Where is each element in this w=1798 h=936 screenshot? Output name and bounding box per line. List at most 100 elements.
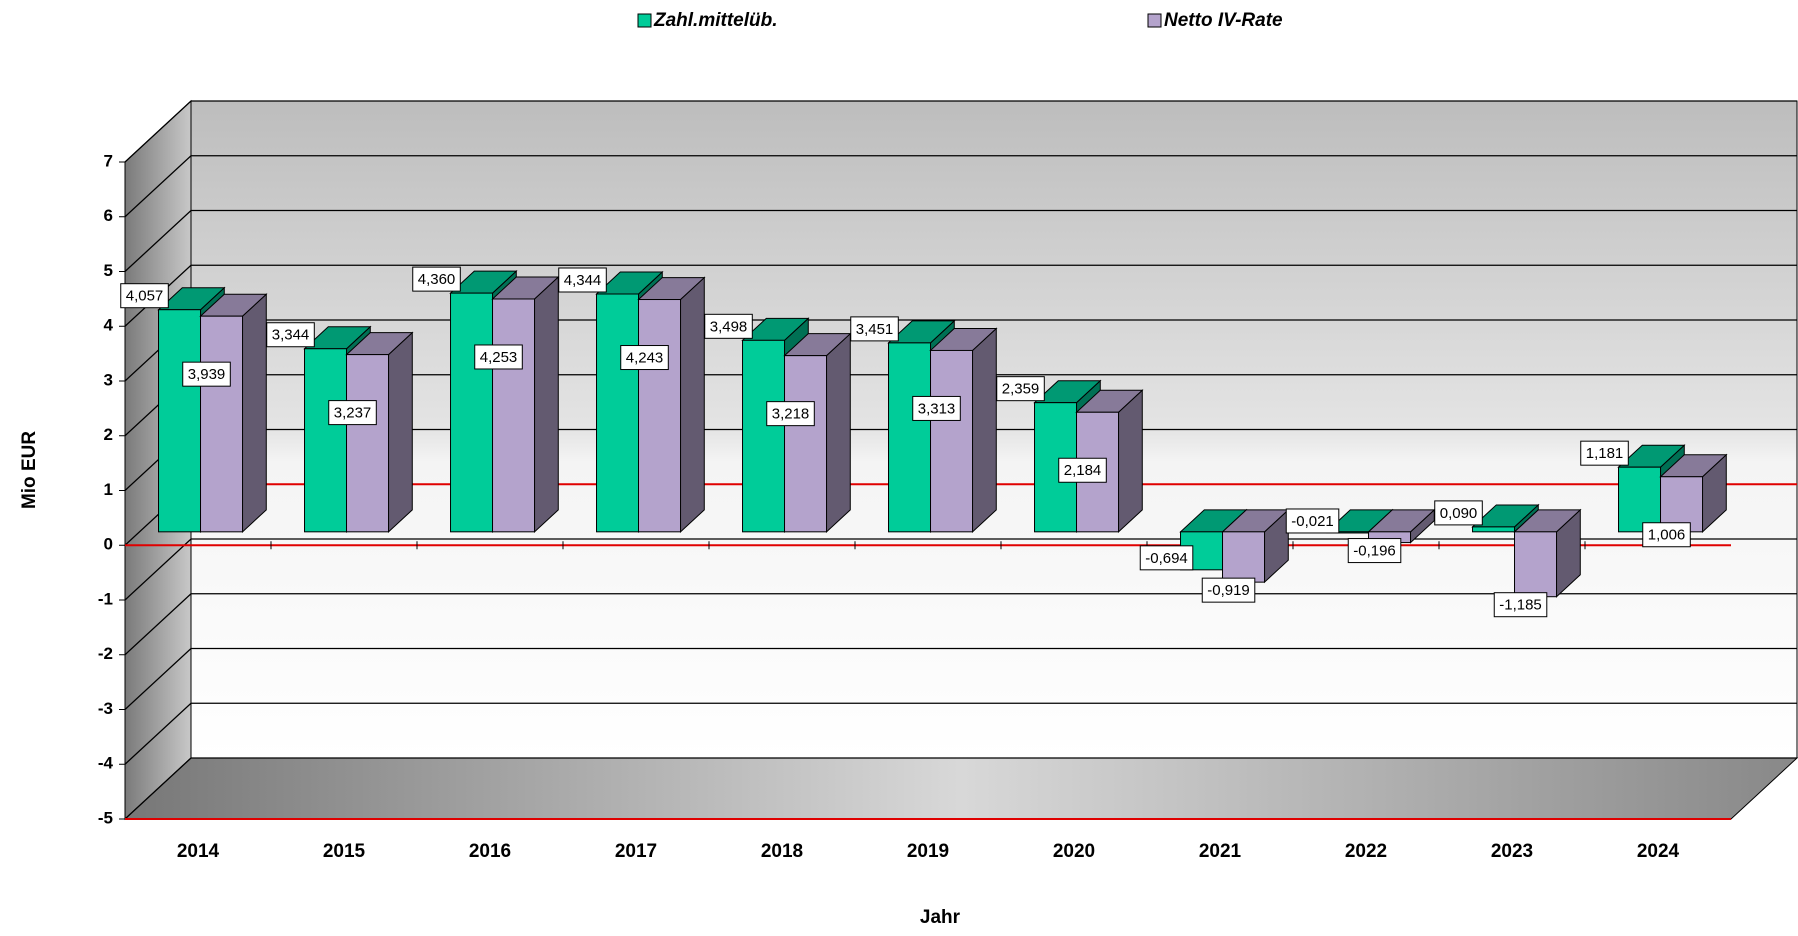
value-label-bg — [996, 376, 1045, 402]
value-label-box: -0,919 — [1201, 577, 1256, 603]
value-label-box: -0,694 — [1139, 545, 1194, 571]
legend-label: Zahl.mittelüb. — [653, 10, 778, 31]
value-label: 3,218 — [772, 406, 810, 423]
grid-line — [124, 209, 1797, 272]
value-label: 3,313 — [918, 400, 956, 417]
bar — [638, 299, 682, 533]
grid-line — [124, 155, 1797, 218]
y-tick-label: -2 — [98, 644, 113, 663]
value-label-bg — [266, 322, 315, 348]
value-label-box: 3,237 — [328, 400, 377, 426]
value-label: -0,196 — [1353, 543, 1396, 560]
value-label-box: 3,313 — [912, 395, 961, 421]
y-axis-title: Mio EUR — [19, 431, 40, 509]
bar-side — [680, 276, 705, 533]
bar — [596, 293, 640, 533]
x-tick-label: 2021 — [1199, 841, 1242, 862]
value-label: 1,006 — [1648, 527, 1686, 544]
value-label-box: 1,181 — [1580, 440, 1629, 466]
bar — [346, 354, 390, 533]
value-label-bg — [1201, 577, 1256, 603]
value-label-bg — [1580, 440, 1629, 466]
y-tick-label: 5 — [104, 261, 113, 280]
value-label: 4,360 — [418, 271, 456, 288]
value-label-box: 4,057 — [120, 283, 169, 309]
y-tick-label: 1 — [104, 480, 113, 499]
value-label-box: -1,185 — [1493, 592, 1548, 618]
x-tick-label: 2018 — [761, 841, 803, 862]
x-tick-label: 2024 — [1637, 841, 1680, 862]
bar — [492, 298, 536, 533]
value-label: 4,344 — [564, 272, 602, 289]
value-label: -1,185 — [1499, 597, 1542, 614]
bar — [200, 315, 244, 533]
value-label-bg — [850, 316, 899, 342]
value-label-box: 1,006 — [1642, 522, 1691, 548]
value-label-bg — [1347, 538, 1402, 564]
value-label-bg — [412, 266, 461, 292]
x-tick-label: 2020 — [1053, 841, 1095, 862]
value-label-bg — [912, 395, 961, 421]
legend-swatch — [637, 13, 652, 28]
y-tick-label: 0 — [104, 535, 113, 554]
value-label: 4,253 — [480, 349, 518, 366]
bar — [1514, 531, 1558, 598]
value-label: 4,243 — [626, 349, 664, 366]
bar-side — [242, 293, 267, 533]
value-label: 1,181 — [1586, 445, 1624, 462]
value-label: -0,919 — [1207, 582, 1250, 599]
bar-side — [534, 275, 559, 533]
value-label: 0,090 — [1440, 505, 1478, 522]
value-label: -0,694 — [1145, 550, 1188, 567]
bar-side — [388, 331, 413, 533]
value-label-bg — [328, 400, 377, 426]
value-label-box: 2,184 — [1058, 457, 1107, 483]
grid-line — [124, 757, 1797, 820]
value-label-box: 4,253 — [474, 344, 523, 370]
value-label-bg — [120, 283, 169, 309]
value-label-box: -0,196 — [1347, 538, 1402, 564]
value-label-box: -0,021 — [1285, 508, 1340, 534]
value-label: 3,939 — [188, 366, 226, 383]
y-tick-label: 7 — [104, 151, 113, 170]
value-label: 3,237 — [334, 405, 372, 422]
bar — [930, 349, 974, 533]
bar — [304, 348, 348, 533]
x-tick-label: 2015 — [323, 841, 366, 862]
x-tick-label: 2019 — [907, 841, 949, 862]
value-label: 2,359 — [1002, 381, 1040, 398]
bar — [1472, 526, 1516, 533]
value-label: 3,498 — [710, 318, 748, 335]
value-label-box: 4,243 — [620, 345, 669, 371]
y-tick-label: -1 — [98, 589, 113, 608]
value-label-box: 0,090 — [1434, 500, 1483, 526]
value-label-box: 3,451 — [850, 316, 899, 342]
y-tick-label: 4 — [104, 316, 114, 335]
bar-side — [826, 332, 851, 533]
value-label-bg — [1139, 545, 1194, 571]
value-label: 2,184 — [1064, 462, 1102, 479]
value-label-box: 4,344 — [558, 267, 607, 293]
value-label-bg — [182, 361, 231, 387]
bar — [784, 355, 828, 533]
y-tick-label: -5 — [98, 808, 113, 827]
grid-line — [124, 647, 1797, 710]
legend-label: Netto IV-Rate — [1164, 10, 1283, 31]
value-label-box: 3,344 — [266, 322, 315, 348]
bar — [450, 292, 494, 533]
y-tick-label: -4 — [98, 754, 114, 773]
bar-side — [1118, 389, 1143, 533]
grid-line — [124, 702, 1797, 765]
value-label: 3,344 — [272, 327, 310, 344]
value-label-bg — [1642, 522, 1691, 548]
x-tick-label: 2014 — [177, 841, 220, 862]
x-tick-label: 2022 — [1345, 841, 1387, 862]
value-label-bg — [620, 345, 669, 371]
bar — [888, 342, 932, 533]
value-label-box: 3,218 — [766, 401, 815, 427]
value-label-bg — [1493, 592, 1548, 618]
value-label: -0,021 — [1291, 513, 1334, 530]
x-tick-label: 2017 — [615, 841, 657, 862]
value-label: 3,451 — [856, 321, 894, 338]
